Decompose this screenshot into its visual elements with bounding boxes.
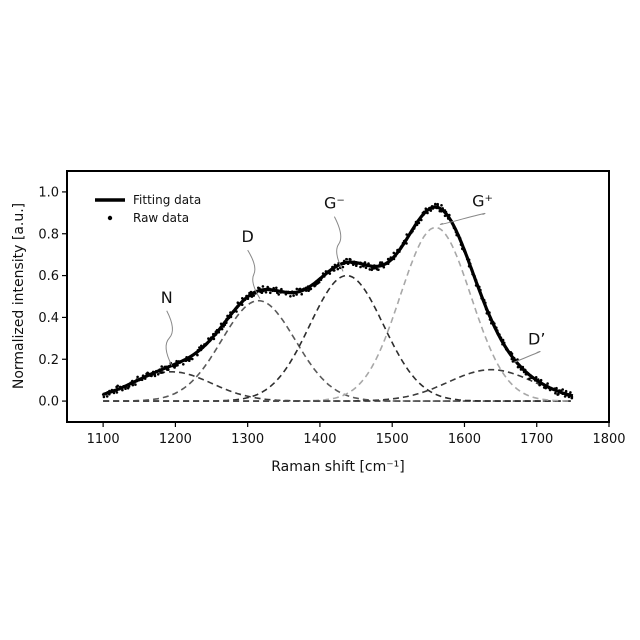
raw-data-point bbox=[359, 266, 362, 269]
legend-raw-swatch bbox=[108, 216, 112, 220]
raw-data-point bbox=[377, 268, 380, 271]
legend-raw-label: Raw data bbox=[133, 211, 189, 225]
leader-line-N bbox=[166, 311, 172, 366]
legend-fit-label: Fitting data bbox=[133, 193, 201, 207]
raw-data-point bbox=[561, 388, 564, 391]
raw-data-point bbox=[292, 294, 295, 297]
raw-data-point bbox=[269, 292, 272, 295]
raw-data-point bbox=[160, 365, 163, 368]
x-tick-label: 1300 bbox=[231, 432, 264, 447]
x-axis-label: Raman shift [cm⁻¹] bbox=[271, 459, 404, 475]
y-axis-ticks: 0.0 0.2 0.4 0.6 0.8 1.0 bbox=[38, 185, 67, 409]
raw-data-point bbox=[154, 375, 157, 378]
raw-data-point bbox=[365, 267, 368, 270]
raw-data-point bbox=[436, 203, 439, 206]
peak-label-G⁺: G⁺ bbox=[472, 192, 493, 211]
peak-label-D’: D’ bbox=[528, 330, 545, 349]
x-tick-label: 1800 bbox=[592, 432, 625, 447]
x-tick-label: 1200 bbox=[159, 432, 192, 447]
component-curve-D bbox=[103, 301, 571, 401]
peak-label-G⁻: G⁻ bbox=[324, 194, 345, 213]
raw-data-point bbox=[277, 293, 280, 296]
raw-data-point bbox=[134, 383, 137, 386]
raw-data-point bbox=[440, 204, 443, 207]
raw-data-point bbox=[157, 373, 160, 376]
raw-data-point bbox=[345, 258, 348, 261]
raw-data-point bbox=[342, 266, 345, 269]
raw-data-point bbox=[106, 395, 109, 398]
legend: Fitting data Raw data bbox=[95, 193, 201, 225]
raw-data-point bbox=[191, 358, 194, 361]
peak-label-D: D bbox=[242, 227, 254, 246]
y-tick-label: 0.0 bbox=[38, 395, 59, 410]
peak-leader-lines bbox=[166, 213, 540, 365]
y-tick-label: 0.6 bbox=[38, 269, 59, 284]
raw-data-point bbox=[434, 203, 437, 206]
x-tick-label: 1700 bbox=[520, 432, 553, 447]
raw-data-point bbox=[116, 385, 119, 388]
y-tick-label: 0.8 bbox=[38, 227, 59, 242]
peak-label-N: N bbox=[161, 288, 173, 307]
x-tick-label: 1400 bbox=[303, 432, 336, 447]
raw-data-point bbox=[300, 293, 303, 296]
x-tick-label: 1500 bbox=[376, 432, 409, 447]
y-tick-label: 0.4 bbox=[38, 311, 59, 326]
raw-data-point bbox=[182, 363, 185, 366]
raw-data-point bbox=[337, 268, 340, 271]
raw-data-point bbox=[136, 376, 139, 379]
y-axis-label: Normalized intensity [a.u.] bbox=[11, 203, 27, 389]
raw-data-point bbox=[349, 258, 352, 261]
raw-data-point bbox=[275, 287, 278, 290]
raw-data-point bbox=[296, 288, 299, 291]
raw-data-point bbox=[103, 396, 106, 399]
raw-data-point bbox=[289, 295, 292, 298]
y-tick-label: 1.0 bbox=[38, 185, 59, 200]
y-tick-label: 0.2 bbox=[38, 353, 59, 368]
x-tick-label: 1600 bbox=[448, 432, 481, 447]
component-curve-D’ bbox=[103, 370, 571, 401]
x-tick-label: 1100 bbox=[87, 432, 120, 447]
peak-labels: N D G⁻ G⁺ D’ bbox=[161, 192, 546, 349]
leader-line-D’ bbox=[514, 351, 540, 362]
x-axis-ticks: 1100 1200 1300 1400 1500 1600 1700 1800 bbox=[87, 422, 626, 447]
raw-data-point bbox=[262, 285, 265, 288]
raw-data-point bbox=[265, 291, 268, 294]
raw-data-point bbox=[161, 371, 164, 374]
